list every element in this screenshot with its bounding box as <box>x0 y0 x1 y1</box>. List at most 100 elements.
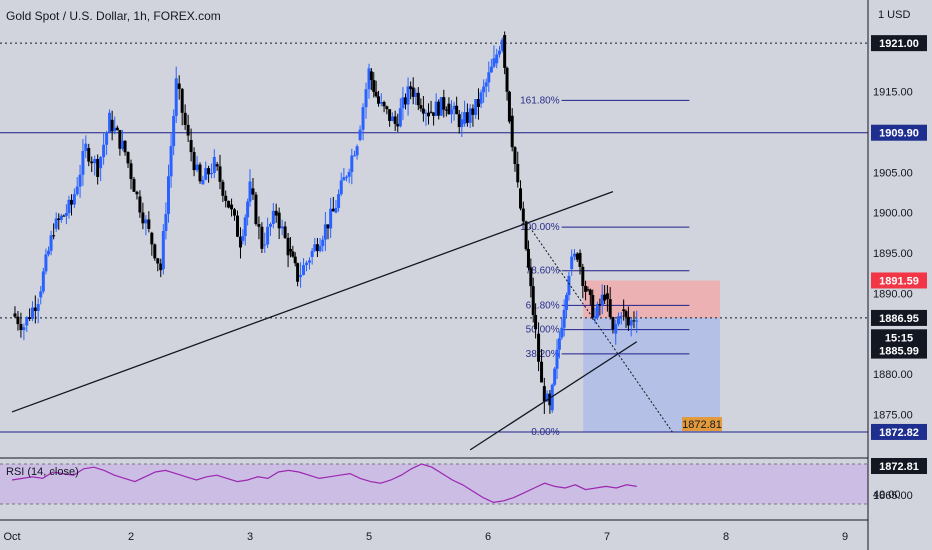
candle-body <box>227 200 231 208</box>
price-series <box>13 31 639 414</box>
candle-body <box>455 105 459 115</box>
fib-level-label: 50.00% <box>526 325 560 336</box>
candle-body <box>345 176 349 178</box>
rsi-title: RSI (14, close) <box>6 466 79 478</box>
candle-body <box>54 218 58 229</box>
candle-body <box>302 265 306 275</box>
candle-body <box>358 129 362 140</box>
candle-body <box>288 248 292 252</box>
price-tag: 1885.99 <box>879 346 919 358</box>
candle-body <box>584 285 588 292</box>
candle-body <box>403 97 407 105</box>
price-tag-bg <box>871 309 927 326</box>
candle-body <box>424 112 428 114</box>
price-tick-label: 1905.00 <box>873 167 913 179</box>
time-axis[interactable]: Oct235678910 <box>3 531 932 543</box>
candle-body <box>195 164 199 171</box>
candle-body <box>505 67 509 92</box>
candle-body <box>230 204 234 210</box>
candle-body <box>28 317 32 319</box>
candle-body <box>81 151 85 175</box>
price-tick-label: 1915.00 <box>873 87 913 99</box>
price-tick-label: 1865.00 <box>873 490 913 502</box>
candle-body <box>296 263 300 282</box>
candle-body <box>498 50 502 55</box>
price-axis[interactable]: 1 USD1915.001910.001905.001900.001895.00… <box>867 0 932 550</box>
candle-body <box>429 111 433 113</box>
candle-body <box>268 224 272 227</box>
candle-body <box>286 237 290 256</box>
price-tick-label: 1880.00 <box>873 369 913 381</box>
price-tick-label: 1875.00 <box>873 409 913 421</box>
target-zone <box>583 317 721 433</box>
fib-level-label: 100.00% <box>520 222 560 233</box>
candle-body <box>588 289 592 296</box>
candle-body <box>46 250 50 255</box>
candle-body <box>135 191 139 195</box>
candle-body <box>16 316 20 325</box>
candle-body <box>437 101 441 116</box>
candle-body <box>192 152 196 171</box>
candle-body <box>115 127 119 131</box>
candle-body <box>25 317 29 326</box>
candle-body <box>608 299 612 318</box>
candle-body <box>177 83 181 89</box>
candle-body <box>622 309 626 312</box>
candle-body <box>180 88 184 113</box>
candle-body <box>507 91 511 122</box>
candle-body <box>537 333 541 362</box>
fib-level-label: 38.20% <box>526 349 560 360</box>
time-tick-label: 3 <box>247 531 253 543</box>
candle-body <box>75 186 79 195</box>
candle-body <box>377 96 381 104</box>
candle-body <box>548 393 552 406</box>
candle-body <box>277 212 281 229</box>
price-tag-bg <box>871 329 927 346</box>
candle-body <box>526 248 530 268</box>
candle-body <box>545 393 549 402</box>
candle-body <box>90 161 94 164</box>
target-price-tag: 1872.81 <box>682 419 722 431</box>
candle-body <box>489 66 493 73</box>
candle-body <box>280 226 284 229</box>
candle-body <box>321 239 325 247</box>
candle-body <box>266 226 270 245</box>
candle-body <box>30 307 34 319</box>
candle-body <box>516 164 520 183</box>
price-tag-bg <box>871 272 927 289</box>
candle-body <box>614 324 618 334</box>
candle-body <box>52 235 56 237</box>
candle-body <box>172 115 176 147</box>
candle-body <box>186 124 190 136</box>
price-tag-bg <box>871 342 927 359</box>
candle-body <box>444 109 448 111</box>
price-tick-label: 1890.00 <box>873 288 913 300</box>
candle-body <box>393 116 397 124</box>
candle-body <box>33 307 37 311</box>
candle-body <box>164 213 168 231</box>
candle-body <box>460 119 464 128</box>
candle-body <box>93 158 97 164</box>
candle-body <box>84 143 88 152</box>
candle-body <box>598 303 602 306</box>
candle-body <box>355 146 359 156</box>
candle-body <box>241 236 245 241</box>
candle-body <box>379 102 383 104</box>
candle-body <box>87 148 91 162</box>
candle-body <box>513 147 517 165</box>
price-tag-bg <box>871 35 927 52</box>
candle-body <box>57 218 61 221</box>
candle-body <box>62 215 66 217</box>
candle-body <box>367 68 371 90</box>
candle-body <box>283 226 287 238</box>
candle-body <box>271 210 275 225</box>
candle-body <box>385 106 389 110</box>
price-tag: 1891.59 <box>879 275 919 287</box>
candle-body <box>299 274 303 278</box>
candle-body <box>484 82 488 87</box>
candle-body <box>204 168 208 180</box>
candle-body <box>364 89 368 108</box>
candle-body <box>479 92 483 104</box>
candle-body <box>70 199 73 205</box>
